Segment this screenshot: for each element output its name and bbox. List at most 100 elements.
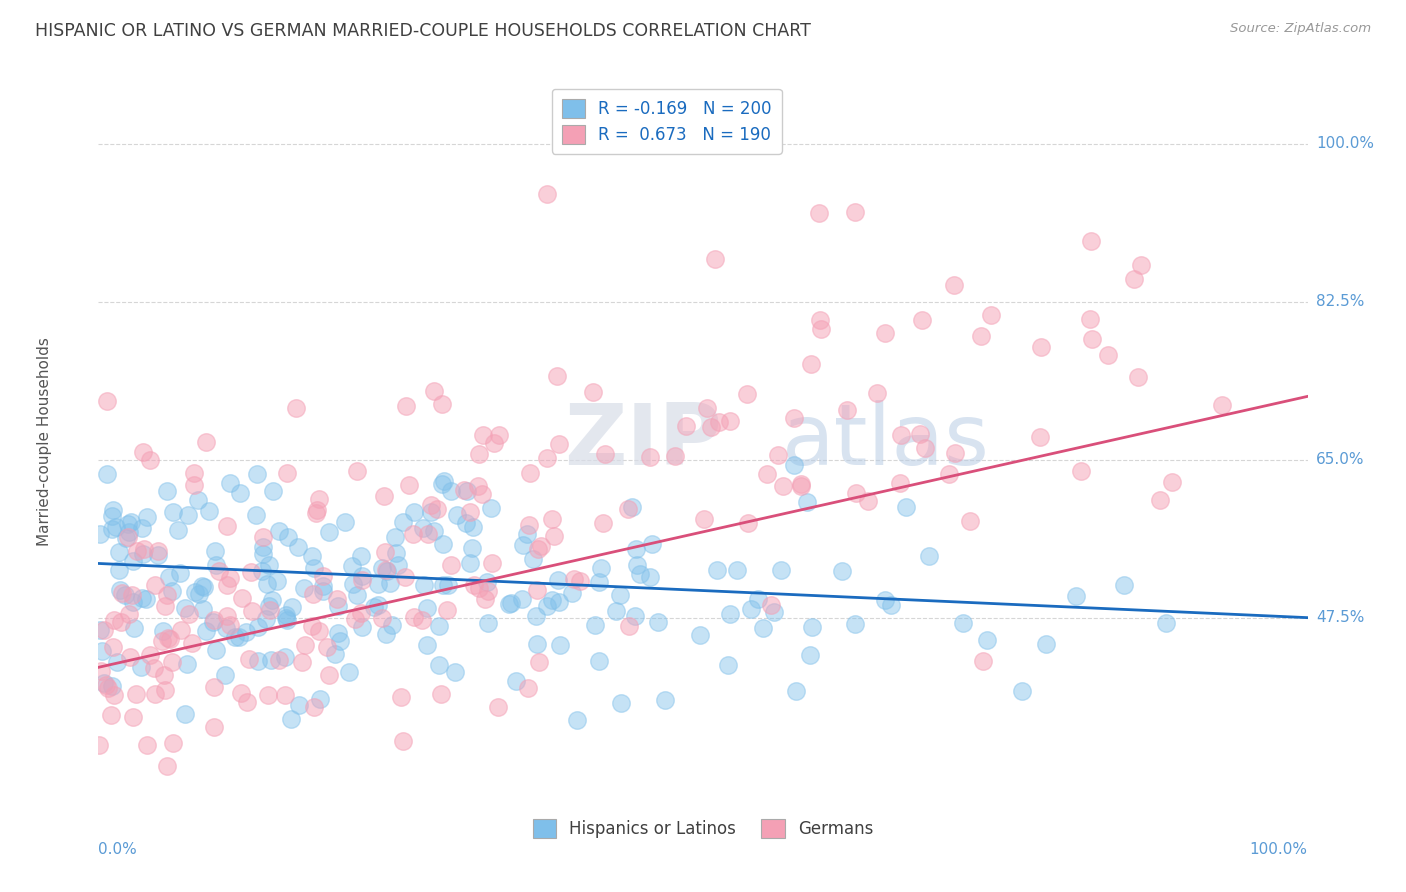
Point xyxy=(129,660,152,674)
Point xyxy=(276,610,298,624)
Point xyxy=(257,599,280,613)
Point xyxy=(837,402,859,417)
Point xyxy=(202,613,225,627)
Point xyxy=(477,583,499,598)
Point xyxy=(152,624,174,639)
Point xyxy=(527,542,550,557)
Point xyxy=(138,648,160,663)
Point xyxy=(772,479,794,493)
Point xyxy=(316,640,339,654)
Point xyxy=(389,690,412,704)
Point xyxy=(880,598,903,612)
Point xyxy=(247,620,270,634)
Point xyxy=(436,603,458,617)
Point xyxy=(155,599,177,613)
Point xyxy=(402,610,425,624)
Point xyxy=(972,654,994,668)
Point xyxy=(463,578,485,592)
Point xyxy=(156,631,179,645)
Point xyxy=(231,591,253,605)
Point xyxy=(1064,589,1087,603)
Point xyxy=(194,435,217,450)
Point xyxy=(568,574,591,589)
Point xyxy=(918,549,941,564)
Point xyxy=(302,586,325,600)
Point xyxy=(541,592,564,607)
Point xyxy=(696,401,718,415)
Point xyxy=(866,385,889,400)
Point xyxy=(443,665,465,680)
Point xyxy=(162,583,184,598)
Point xyxy=(374,563,396,577)
Point xyxy=(471,486,494,500)
Point xyxy=(446,508,468,523)
Point xyxy=(1211,398,1233,412)
Point xyxy=(433,474,456,488)
Point xyxy=(301,619,323,633)
Point xyxy=(844,205,866,219)
Point xyxy=(1161,475,1184,489)
Point xyxy=(245,508,267,522)
Point xyxy=(1078,312,1101,326)
Point xyxy=(101,503,124,517)
Point xyxy=(402,505,425,519)
Point xyxy=(344,612,367,626)
Point xyxy=(547,594,569,608)
Point xyxy=(101,522,124,536)
Point xyxy=(938,467,960,481)
Point xyxy=(588,575,610,590)
Point xyxy=(752,621,775,635)
Point xyxy=(505,673,527,688)
Point xyxy=(214,668,236,682)
Point xyxy=(325,591,347,606)
Point xyxy=(689,628,711,642)
Point xyxy=(312,584,335,599)
Point xyxy=(1126,370,1149,384)
Point xyxy=(96,678,118,692)
Point xyxy=(426,502,449,516)
Point xyxy=(914,441,936,455)
Point xyxy=(717,657,740,672)
Point xyxy=(89,738,111,752)
Point xyxy=(463,520,485,534)
Point xyxy=(342,576,364,591)
Text: 100.0%: 100.0% xyxy=(1316,136,1374,151)
Point xyxy=(605,604,627,618)
Point xyxy=(318,668,340,682)
Point xyxy=(718,607,741,621)
Point xyxy=(121,588,143,602)
Point xyxy=(120,515,142,529)
Point xyxy=(302,561,325,575)
Point xyxy=(440,483,463,498)
Point xyxy=(1029,340,1052,354)
Point xyxy=(291,655,314,669)
Point xyxy=(638,570,661,584)
Point xyxy=(367,598,389,612)
Point xyxy=(202,615,225,629)
Point xyxy=(114,588,136,602)
Point xyxy=(562,572,585,586)
Point xyxy=(277,531,299,545)
Point xyxy=(301,549,323,564)
Point xyxy=(236,695,259,709)
Point xyxy=(323,647,346,661)
Point xyxy=(103,613,125,627)
Point xyxy=(810,322,832,336)
Text: atlas: atlas xyxy=(782,400,990,483)
Point xyxy=(308,624,330,639)
Point xyxy=(467,479,489,493)
Point xyxy=(402,526,425,541)
Point xyxy=(541,512,564,526)
Point xyxy=(308,691,330,706)
Point xyxy=(512,538,534,552)
Point xyxy=(770,563,793,577)
Point xyxy=(136,738,159,752)
Point xyxy=(481,556,503,570)
Point xyxy=(191,579,214,593)
Point xyxy=(706,564,728,578)
Point xyxy=(170,624,193,638)
Point xyxy=(641,536,664,550)
Point xyxy=(790,479,813,493)
Point xyxy=(529,655,551,669)
Point xyxy=(617,502,640,516)
